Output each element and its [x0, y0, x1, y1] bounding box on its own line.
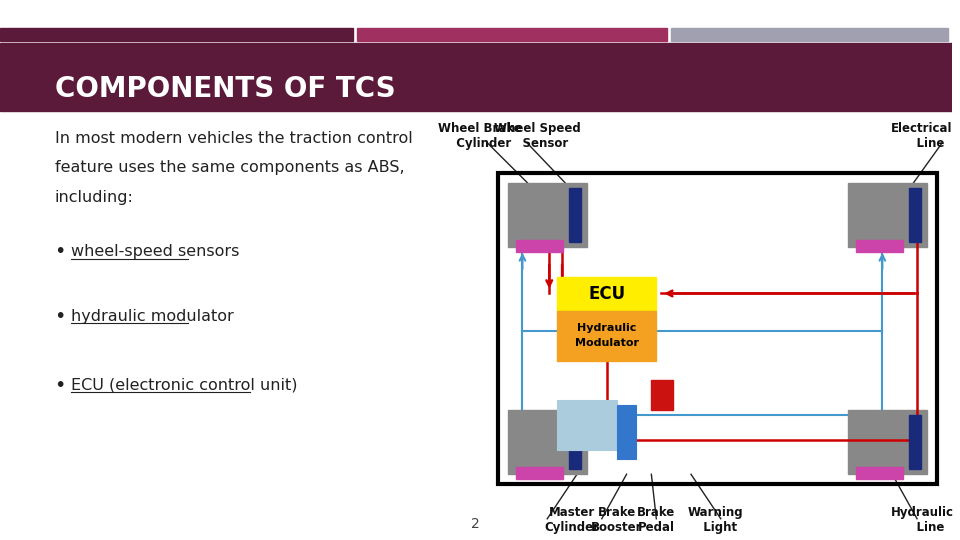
Bar — [516, 467, 564, 479]
Bar — [855, 467, 903, 479]
Bar — [0, 28, 353, 42]
Text: Wheel Speed
    Sensor: Wheel Speed Sensor — [494, 122, 581, 150]
Text: Modulator: Modulator — [575, 338, 638, 348]
Bar — [848, 410, 927, 474]
Bar — [671, 28, 948, 42]
Text: feature uses the same components as ABS,: feature uses the same components as ABS, — [55, 160, 404, 176]
Bar — [557, 400, 616, 450]
Text: Wheel Brake
  Cylinder: Wheel Brake Cylinder — [438, 122, 521, 150]
Text: Brake
Pedal: Brake Pedal — [637, 506, 676, 534]
Bar — [651, 380, 673, 410]
Text: In most modern vehicles the traction control: In most modern vehicles the traction con… — [55, 131, 412, 146]
Text: hydraulic modulator: hydraulic modulator — [71, 309, 234, 323]
Text: •: • — [55, 242, 66, 261]
Bar — [0, 44, 951, 111]
Bar — [616, 405, 636, 460]
Text: •: • — [55, 376, 66, 395]
Text: •: • — [55, 307, 66, 326]
Bar — [569, 188, 581, 242]
Text: Hydraulic: Hydraulic — [577, 323, 636, 333]
Bar — [569, 415, 581, 469]
Bar — [557, 311, 657, 361]
Text: ECU: ECU — [588, 285, 625, 303]
Bar — [497, 173, 937, 484]
Text: ECU (electronic control unit): ECU (electronic control unit) — [71, 378, 298, 393]
Bar — [848, 183, 927, 247]
Bar — [855, 240, 903, 252]
Text: COMPONENTS OF TCS: COMPONENTS OF TCS — [55, 75, 396, 103]
Text: wheel-speed sensors: wheel-speed sensors — [71, 245, 240, 259]
Bar — [516, 240, 564, 252]
Bar — [357, 28, 667, 42]
Text: Electrical
    Line: Electrical Line — [891, 122, 952, 150]
Bar — [909, 415, 921, 469]
Bar — [909, 188, 921, 242]
Text: Hydraulic
    Line: Hydraulic Line — [891, 506, 953, 534]
Text: Master
Cylinder: Master Cylinder — [544, 506, 600, 534]
Text: 2: 2 — [471, 517, 480, 531]
Bar — [557, 276, 657, 311]
Bar — [508, 183, 587, 247]
Text: Warning
  Light: Warning Light — [688, 506, 744, 534]
Text: including:: including: — [55, 190, 133, 205]
Bar — [508, 410, 587, 474]
Text: Brake
Booster: Brake Booster — [591, 506, 642, 534]
